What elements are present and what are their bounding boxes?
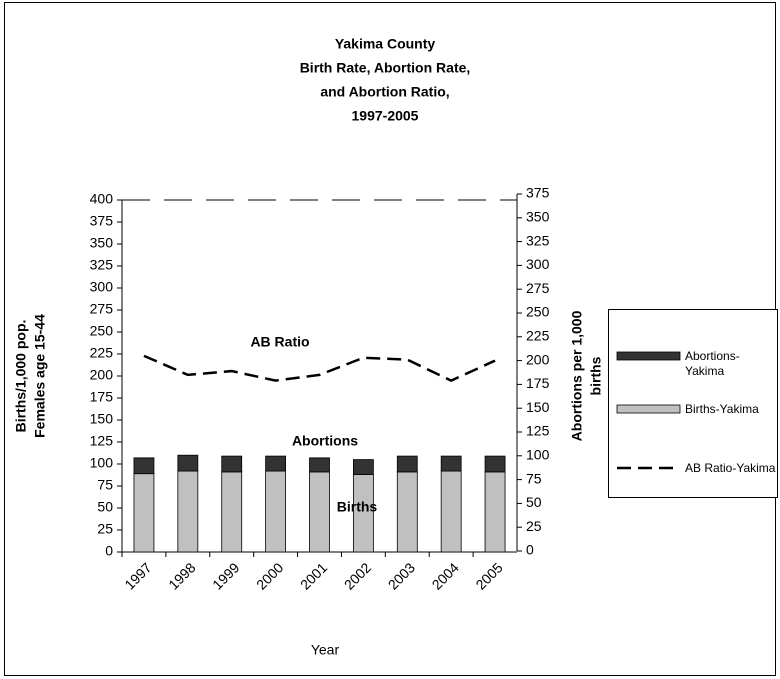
chart-title: 1997-2005 <box>352 108 419 124</box>
bar <box>177 470 199 553</box>
legend-box <box>608 309 778 498</box>
y2-tick-label: 75 <box>526 470 542 486</box>
y-tick-label: 400 <box>90 191 114 207</box>
y-tick-label: 225 <box>90 345 114 361</box>
y2-tick-label: 225 <box>526 328 550 344</box>
chart-title: Yakima County <box>335 36 436 52</box>
y-tick-label: 25 <box>97 521 113 537</box>
ratio-line <box>143 354 496 382</box>
y2-tick-label: 200 <box>526 351 550 367</box>
y2-tick-label: 300 <box>526 256 550 272</box>
y2-tick-label: 250 <box>526 304 550 320</box>
bar <box>309 457 330 473</box>
bar <box>352 459 374 475</box>
y-tick-label: 0 <box>105 543 113 559</box>
y-tick-label: 150 <box>90 411 114 427</box>
bar <box>484 455 506 473</box>
x-tick-label: 2003 <box>385 559 418 592</box>
x-tick-label: 2000 <box>253 559 286 592</box>
x-tick-label: 2002 <box>341 559 374 592</box>
legend-swatch <box>616 351 681 361</box>
y-tick-label: 350 <box>90 235 114 251</box>
annotation: AB Ratio <box>250 334 309 350</box>
x-tick-label: 1998 <box>165 559 198 592</box>
y-tick-label: 375 <box>90 213 114 229</box>
y2-tick-label: 100 <box>526 447 550 463</box>
y-tick-label: 200 <box>90 367 114 383</box>
chart-title: and Abortion Ratio, <box>320 84 449 100</box>
bar <box>440 470 462 553</box>
x-tick-label: 2004 <box>429 559 462 592</box>
legend-swatch <box>616 404 681 414</box>
y2-tick-label: 25 <box>526 518 542 534</box>
x-tick-label: 1997 <box>121 559 154 592</box>
y2-tick-label: 325 <box>526 232 550 248</box>
y2-axis-label: births <box>588 356 604 395</box>
annotation: Abortions <box>292 433 358 449</box>
y2-tick-label: 275 <box>526 280 550 296</box>
bar <box>133 457 155 475</box>
x-axis-label: Year <box>311 642 340 658</box>
y-tick-label: 250 <box>90 323 114 339</box>
bar <box>484 471 506 553</box>
chart-title: Birth Rate, Abortion Rate, <box>300 60 471 76</box>
annotation: Births <box>337 499 378 515</box>
y-tick-label: 100 <box>90 455 114 471</box>
y-tick-label: 175 <box>90 389 114 405</box>
bar <box>221 471 243 553</box>
legend-label: Births-Yakima <box>685 402 759 416</box>
y-tick-label: 300 <box>90 279 114 295</box>
bar <box>221 455 243 473</box>
bar <box>265 455 287 472</box>
y-tick-label: 325 <box>90 257 114 273</box>
x-tick-label: 1999 <box>209 559 242 592</box>
x-tick-label: 2001 <box>297 559 330 592</box>
legend-label: AB Ratio-Yakima <box>685 461 776 475</box>
bar <box>177 454 199 472</box>
y2-tick-label: 350 <box>526 209 550 225</box>
y2-tick-label: 150 <box>526 399 550 415</box>
y-axis-label: Females age 15-44 <box>32 314 48 438</box>
y-tick-label: 125 <box>90 433 114 449</box>
y2-tick-label: 175 <box>526 375 550 391</box>
y2-tick-label: 0 <box>526 542 534 558</box>
bar <box>396 471 418 553</box>
y-tick-label: 50 <box>97 499 113 515</box>
legend-label: Abortions-Yakima <box>685 349 740 378</box>
y2-tick-label: 50 <box>526 494 542 510</box>
y-axis-label: Births/1,000 pop. <box>13 320 29 433</box>
bar <box>440 455 462 472</box>
x-tick-label: 2005 <box>472 559 505 592</box>
y2-axis-label: Abortions per 1,000 <box>569 310 585 441</box>
bar <box>133 473 155 553</box>
y-tick-label: 275 <box>90 301 114 317</box>
y2-tick-label: 375 <box>526 185 550 201</box>
bar <box>265 470 287 553</box>
bar <box>309 471 330 553</box>
y2-tick-label: 125 <box>526 423 550 439</box>
bar <box>396 455 418 473</box>
y-tick-label: 75 <box>97 477 113 493</box>
